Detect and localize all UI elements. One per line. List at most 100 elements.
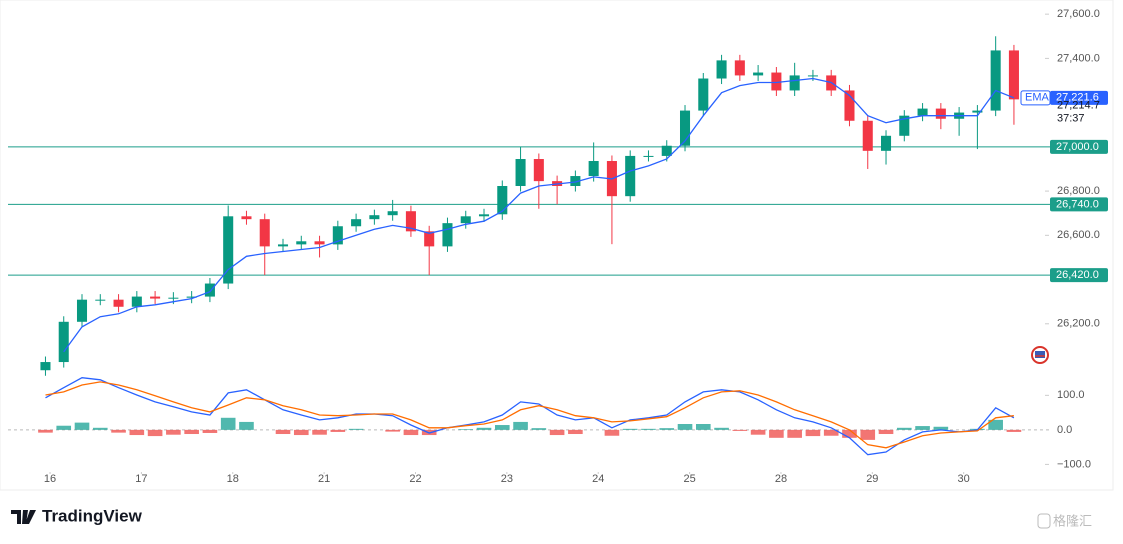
- histogram-bar: [202, 429, 218, 433]
- candle-body: [570, 176, 581, 186]
- candle-body: [625, 155, 636, 197]
- series-name: EMA: [1025, 92, 1050, 104]
- series-value-box: [1050, 90, 1108, 105]
- histogram-bar: [166, 429, 181, 435]
- histogram-bar: [513, 421, 528, 430]
- histogram-bar: [348, 428, 364, 430]
- candle-body: [277, 244, 289, 247]
- candle-body: [150, 296, 161, 299]
- candle-body: [387, 211, 398, 216]
- candle-body: [1008, 50, 1019, 100]
- candle-body: [716, 60, 727, 79]
- histogram-bar: [677, 424, 693, 430]
- histogram-bar: [239, 421, 254, 430]
- watermark-icon: [1037, 513, 1051, 529]
- x-tick-label: 18: [227, 473, 239, 485]
- candle-body: [131, 296, 142, 307]
- candle-body: [880, 135, 892, 151]
- candle-body: [424, 231, 435, 247]
- y-tick-label: 100.0: [1057, 389, 1085, 401]
- histogram-bar: [568, 429, 583, 435]
- candle-body: [899, 115, 910, 136]
- countdown: 37:37: [1057, 112, 1085, 124]
- x-tick-label: 23: [501, 473, 513, 485]
- candle-body: [935, 108, 946, 119]
- y-tick-label: 27,400.0: [1057, 52, 1100, 64]
- candle-body: [296, 241, 307, 245]
- histogram-bar: [1006, 429, 1022, 432]
- chart-frame: [0, 0, 1114, 491]
- histogram-bar: [184, 429, 199, 435]
- candle-body: [58, 321, 69, 363]
- histogram-bar: [330, 429, 346, 432]
- histogram-bar: [787, 429, 802, 438]
- x-tick-label: 28: [775, 473, 787, 485]
- level-label: 26,740.0: [1056, 198, 1099, 210]
- candle-body: [95, 299, 106, 301]
- histogram-bar: [56, 425, 72, 430]
- y-tick-label: 0.0: [1057, 424, 1072, 436]
- histogram-bar: [129, 429, 145, 436]
- histogram-bar: [988, 419, 1003, 430]
- level-label-box: [1050, 268, 1108, 283]
- candle-body: [661, 145, 672, 156]
- candle-body: [515, 159, 526, 186]
- histogram-bar: [38, 429, 53, 433]
- candle-body: [314, 241, 325, 245]
- histogram-bar: [604, 429, 620, 436]
- candle-body: [460, 216, 471, 224]
- last-price: 27,214.7: [1057, 99, 1100, 111]
- level-label: 27,000.0: [1056, 141, 1099, 153]
- y-tick-label: 26,800.0: [1057, 185, 1100, 197]
- histogram-bar: [823, 429, 839, 436]
- histogram-bar: [312, 429, 327, 435]
- histogram-bar: [74, 422, 90, 430]
- indicator-line: [63, 77, 1015, 353]
- candle-body: [643, 155, 654, 157]
- candle-body: [223, 216, 234, 284]
- histogram-bar: [878, 429, 894, 435]
- candle-body: [478, 214, 490, 217]
- histogram-bar: [769, 429, 784, 438]
- level-label: 26,420.0: [1056, 269, 1099, 281]
- histogram-bar: [494, 425, 510, 430]
- x-tick-label: 17: [135, 473, 147, 485]
- candle-body: [405, 211, 416, 232]
- histogram-bar: [111, 429, 126, 433]
- histogram-bar: [896, 427, 912, 430]
- histogram-bar: [92, 427, 108, 430]
- candle-body: [241, 216, 252, 220]
- candle-body: [734, 60, 745, 76]
- x-tick-label: 30: [958, 473, 970, 485]
- level-label-box: [1050, 139, 1108, 154]
- histogram-bar: [915, 426, 930, 430]
- candle-body: [698, 78, 709, 111]
- candle-body: [972, 110, 983, 113]
- candle-body: [40, 362, 51, 371]
- x-tick-label: 29: [866, 473, 878, 485]
- candle-body: [862, 120, 873, 151]
- candle-body: [789, 75, 800, 91]
- histogram-bar: [933, 426, 949, 430]
- y-tick-label: 26,200.0: [1057, 318, 1100, 330]
- candle-body: [442, 223, 453, 247]
- histogram-bar: [458, 429, 474, 430]
- candle-body: [679, 110, 691, 146]
- histogram-bar: [622, 428, 638, 430]
- candle-body: [753, 72, 764, 76]
- candle-body: [186, 296, 197, 298]
- histogram-bar: [293, 429, 309, 436]
- histogram-bar: [805, 429, 821, 437]
- level-label-box: [1050, 197, 1108, 212]
- histogram-bar: [275, 429, 291, 435]
- histogram-bar: [659, 428, 675, 430]
- histogram-bar: [641, 428, 656, 430]
- candle-body: [807, 75, 818, 77]
- histogram-bar: [714, 427, 729, 430]
- x-tick-label: 25: [683, 473, 695, 485]
- candle-body: [990, 50, 1001, 111]
- histogram-bar: [476, 427, 492, 430]
- candle-body: [168, 297, 179, 299]
- histogram-bar: [549, 429, 565, 436]
- x-tick-label: 16: [44, 473, 56, 485]
